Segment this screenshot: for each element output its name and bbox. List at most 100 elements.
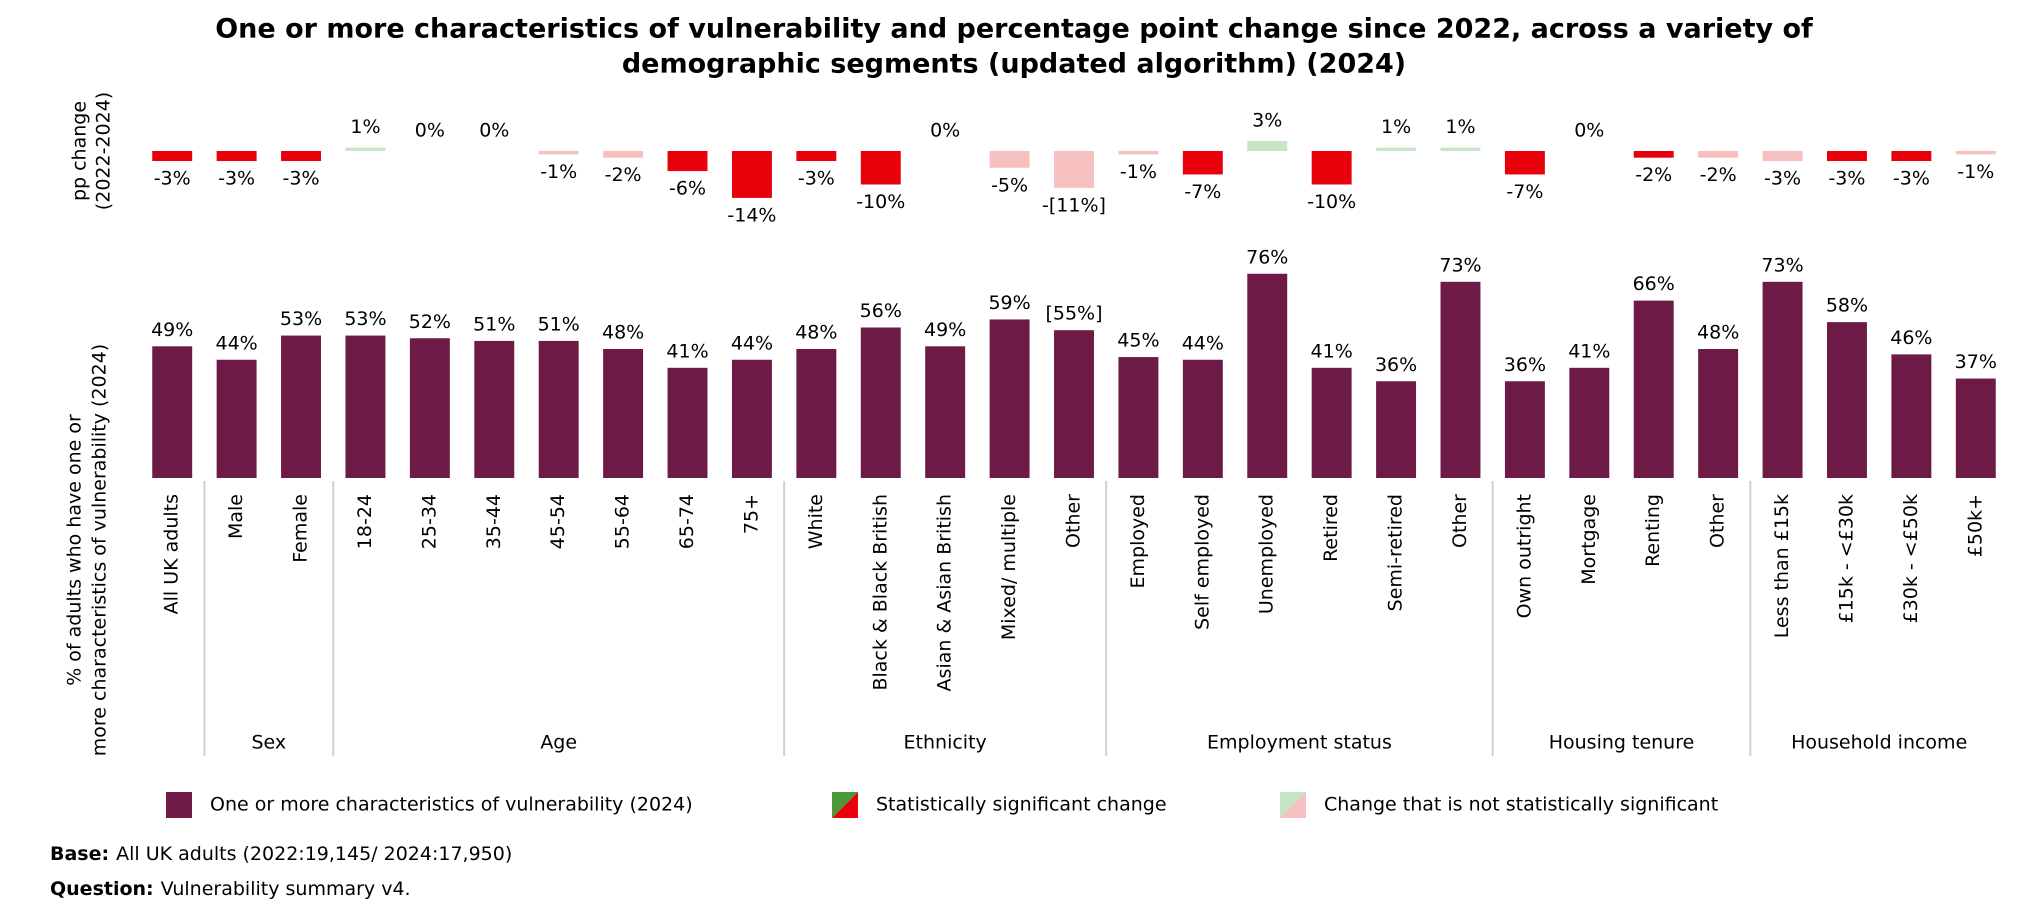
bar (1504, 381, 1545, 478)
value-label: 46% (1890, 327, 1932, 349)
value-label: 41% (1311, 340, 1353, 362)
change-label: -1% (1120, 161, 1157, 183)
value-label: 48% (795, 322, 837, 344)
change-bar (860, 151, 901, 185)
x-tick-label: Other (1449, 494, 1471, 548)
value-label: 44% (731, 332, 773, 354)
x-tick-label: Employed (1127, 494, 1149, 588)
x-tick-label: Own outright (1513, 494, 1535, 618)
bar (1698, 349, 1739, 478)
value-label: 66% (1633, 273, 1675, 295)
bar (1054, 330, 1094, 478)
change-label: -10% (1307, 191, 1356, 213)
x-tick-label: 25-34 (418, 494, 440, 549)
group-label: Sex (251, 732, 286, 754)
change-bar (538, 151, 579, 155)
change-bar (731, 151, 772, 198)
change-label: 0% (415, 120, 445, 142)
legend-swatch (1280, 792, 1306, 818)
y2-axis-label: (2022-2024) (93, 92, 115, 210)
change-bar (1891, 151, 1932, 162)
change-bar (152, 151, 193, 162)
legend-label: Change that is not statistically signifi… (1324, 794, 1718, 816)
bar (603, 349, 644, 478)
value-label: 49% (151, 319, 193, 341)
change-bar (667, 151, 708, 172)
value-label: 49% (924, 319, 966, 341)
change-label: 1% (1445, 116, 1475, 138)
change-label: -5% (991, 174, 1028, 196)
x-tick-label: Male (225, 494, 247, 539)
x-tick-label: Unemployed (1256, 494, 1278, 614)
value-label: 56% (860, 300, 902, 322)
bar (989, 319, 1030, 478)
bar (1826, 322, 1867, 478)
x-tick-label: Asian & Asian British (934, 494, 956, 691)
y-axis-label: % of adults who have one or (64, 414, 86, 686)
change-label: -3% (1764, 168, 1801, 190)
footnote: Question: Vulnerability summary v4. (50, 878, 411, 900)
value-label: 36% (1504, 354, 1546, 376)
footnote-text: Vulnerability summary v4. (161, 878, 411, 900)
value-label: 41% (666, 340, 708, 362)
x-tick-label: Self employed (1191, 494, 1213, 630)
footnote-key: Base: (50, 843, 109, 865)
bar (281, 335, 322, 478)
group-label: Household income (1791, 732, 1967, 754)
change-label: -1% (1957, 161, 1994, 183)
change-label: -10% (856, 191, 905, 213)
change-label: -2% (1700, 164, 1737, 186)
change-bar (1118, 151, 1159, 155)
legend-swatch (166, 792, 192, 818)
change-bar (1440, 147, 1481, 151)
bar (1440, 281, 1481, 478)
value-label: 51% (538, 313, 580, 335)
change-label: -3% (283, 168, 320, 190)
x-tick-label: White (805, 494, 827, 549)
value-label: 58% (1826, 295, 1868, 317)
value-label: 36% (1375, 354, 1417, 376)
change-bar (1054, 151, 1094, 188)
value-label: 44% (1182, 332, 1224, 354)
bar (667, 367, 708, 478)
x-tick-label: 75+ (740, 494, 762, 534)
bar (345, 335, 386, 478)
change-label: -3% (1893, 168, 1930, 190)
change-label: -7% (1184, 181, 1221, 203)
bar (152, 346, 193, 478)
change-bar (603, 151, 644, 158)
group-label: Employment status (1207, 732, 1392, 754)
footnote: Base: All UK adults (2022:19,145/ 2024:17… (50, 843, 512, 865)
chart-title: One or more characteristics of vulnerabi… (215, 14, 1813, 45)
bar (1569, 367, 1610, 478)
x-tick-label: All UK adults (161, 494, 183, 614)
bar (1762, 281, 1803, 478)
change-label: -3% (154, 168, 191, 190)
legend-swatch (832, 792, 858, 818)
bar (1311, 367, 1352, 478)
group-label: Ethnicity (904, 732, 987, 754)
change-label: -14% (727, 204, 776, 226)
change-bar (1762, 151, 1803, 162)
change-label: -3% (218, 168, 255, 190)
value-label: 41% (1568, 340, 1610, 362)
change-label: -[11%] (1042, 194, 1106, 216)
change-bar (216, 151, 257, 162)
bar (1247, 273, 1288, 478)
x-tick-label: Mixed/ multiple (998, 494, 1020, 640)
change-bar (1955, 151, 1996, 155)
value-label: 53% (280, 308, 322, 330)
footnote-key: Question: (50, 878, 154, 900)
change-label: 0% (479, 120, 509, 142)
bar (538, 340, 579, 478)
change-label: -3% (1828, 168, 1865, 190)
change-label: 3% (1252, 109, 1282, 131)
change-label: 1% (350, 116, 380, 138)
value-label: 37% (1955, 351, 1997, 373)
bar (925, 346, 966, 478)
value-label: 53% (344, 308, 386, 330)
y2-axis-label: pp change (69, 101, 91, 201)
bar (409, 338, 450, 478)
